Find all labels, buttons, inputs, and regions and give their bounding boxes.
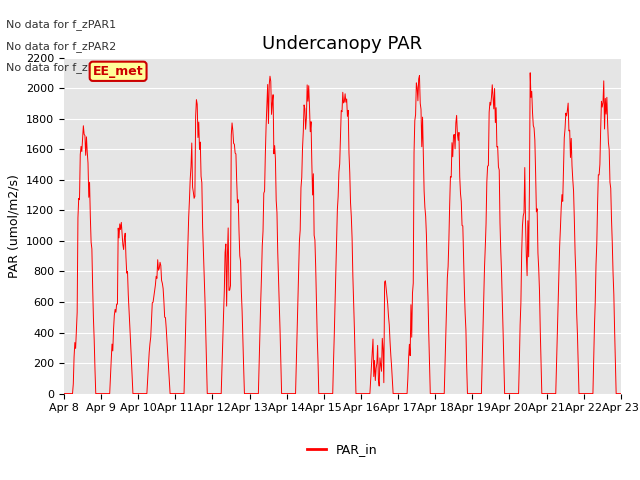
Text: No data for f_zPAR3: No data for f_zPAR3 [6, 62, 116, 73]
Text: No data for f_zPAR2: No data for f_zPAR2 [6, 41, 116, 52]
Y-axis label: PAR (umol/m2/s): PAR (umol/m2/s) [8, 174, 20, 277]
Legend: PAR_in: PAR_in [302, 438, 383, 461]
Text: EE_met: EE_met [93, 65, 143, 78]
Title: Undercanopy PAR: Undercanopy PAR [262, 35, 422, 53]
Text: No data for f_zPAR1: No data for f_zPAR1 [6, 19, 116, 30]
